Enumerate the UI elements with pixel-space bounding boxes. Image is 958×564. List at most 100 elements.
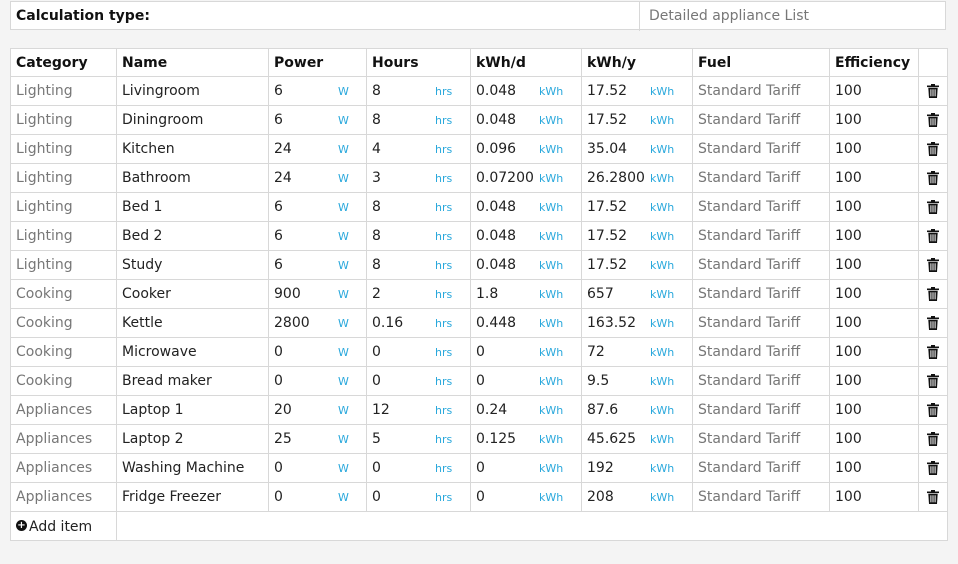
hours-value[interactable]: 8 xyxy=(372,199,381,215)
kwh-day-cell[interactable]: 0.048 kWh xyxy=(470,105,582,135)
category-cell[interactable]: Appliances xyxy=(10,482,117,512)
hours-value[interactable]: 0 xyxy=(372,489,381,505)
kwh-day-cell[interactable]: 0 kWh xyxy=(470,366,582,396)
power-cell[interactable]: 900 W xyxy=(268,279,367,309)
power-value[interactable]: 2800 xyxy=(274,315,310,331)
fuel-cell[interactable]: Standard Tariff xyxy=(692,482,830,512)
fuel-cell[interactable]: Standard Tariff xyxy=(692,366,830,396)
hours-value[interactable]: 0 xyxy=(372,373,381,389)
kwh-year-cell[interactable]: 26.28000 kWh xyxy=(581,163,693,193)
kwh-year-cell[interactable]: 17.52 kWh xyxy=(581,105,693,135)
hours-value[interactable]: 12 xyxy=(372,402,390,418)
power-value[interactable]: 6 xyxy=(274,83,283,99)
efficiency-cell[interactable]: 100 xyxy=(829,453,919,483)
power-value[interactable]: 6 xyxy=(274,257,283,273)
category-cell[interactable]: Cooking xyxy=(10,366,117,396)
hours-cell[interactable]: 0 hrs xyxy=(366,482,471,512)
power-value[interactable]: 0 xyxy=(274,373,283,389)
name-cell[interactable]: Fridge Freezer xyxy=(116,482,269,512)
hours-value[interactable]: 0 xyxy=(372,344,381,360)
kwh-day-value[interactable]: 1.8 xyxy=(476,286,499,302)
kwh-year-value[interactable]: 17.52 xyxy=(587,199,628,215)
fuel-cell[interactable]: Standard Tariff xyxy=(692,76,830,106)
kwh-day-cell[interactable]: 0.048 kWh xyxy=(470,76,582,106)
kwh-year-cell[interactable]: 87.6 kWh xyxy=(581,395,693,425)
kwh-year-value[interactable]: 163.52 xyxy=(587,315,636,331)
name-cell[interactable]: Bed 2 xyxy=(116,221,269,251)
kwh-year-cell[interactable]: 17.52 kWh xyxy=(581,192,693,222)
kwh-day-value[interactable]: 0.125 xyxy=(476,431,517,447)
kwh-year-value[interactable]: 17.52 xyxy=(587,228,628,244)
kwh-day-cell[interactable]: 0.072000 kWh xyxy=(470,163,582,193)
trash-icon[interactable] xyxy=(927,258,939,272)
category-cell[interactable]: Lighting xyxy=(10,250,117,280)
category-cell[interactable]: Appliances xyxy=(10,424,117,454)
efficiency-cell[interactable]: 100 xyxy=(829,424,919,454)
kwh-day-cell[interactable]: 0.24 kWh xyxy=(470,395,582,425)
kwh-day-value[interactable]: 0 xyxy=(476,373,485,389)
trash-icon[interactable] xyxy=(927,490,939,504)
fuel-cell[interactable]: Standard Tariff xyxy=(692,221,830,251)
kwh-day-cell[interactable]: 0.048 kWh xyxy=(470,250,582,280)
fuel-cell[interactable]: Standard Tariff xyxy=(692,337,830,367)
power-value[interactable]: 24 xyxy=(274,141,292,157)
kwh-year-value[interactable]: 208 xyxy=(587,489,614,505)
category-cell[interactable]: Lighting xyxy=(10,163,117,193)
power-cell[interactable]: 2800 W xyxy=(268,308,367,338)
name-cell[interactable]: Bathroom xyxy=(116,163,269,193)
fuel-cell[interactable]: Standard Tariff xyxy=(692,192,830,222)
hours-value[interactable]: 0.16 xyxy=(372,315,404,331)
power-value[interactable]: 0 xyxy=(274,489,283,505)
name-cell[interactable]: Kitchen xyxy=(116,134,269,164)
kwh-day-cell[interactable]: 0.048 kWh xyxy=(470,221,582,251)
kwh-day-cell[interactable]: 0.448 kWh xyxy=(470,308,582,338)
efficiency-cell[interactable]: 100 xyxy=(829,221,919,251)
name-cell[interactable]: Microwave xyxy=(116,337,269,367)
efficiency-cell[interactable]: 100 xyxy=(829,250,919,280)
trash-icon[interactable] xyxy=(927,461,939,475)
hours-cell[interactable]: 5 hrs xyxy=(366,424,471,454)
category-cell[interactable]: Cooking xyxy=(10,337,117,367)
hours-cell[interactable]: 2 hrs xyxy=(366,279,471,309)
hours-value[interactable]: 3 xyxy=(372,170,381,186)
fuel-cell[interactable]: Standard Tariff xyxy=(692,308,830,338)
kwh-day-value[interactable]: 0.048 xyxy=(476,257,517,273)
kwh-day-cell[interactable]: 0.125 kWh xyxy=(470,424,582,454)
efficiency-cell[interactable]: 100 xyxy=(829,395,919,425)
kwh-year-cell[interactable]: 9.5 kWh xyxy=(581,366,693,396)
hours-cell[interactable]: 8 hrs xyxy=(366,250,471,280)
hours-cell[interactable]: 3 hrs xyxy=(366,163,471,193)
efficiency-cell[interactable]: 100 xyxy=(829,105,919,135)
kwh-day-value[interactable]: 0 xyxy=(476,344,485,360)
trash-icon[interactable] xyxy=(927,229,939,243)
hours-cell[interactable]: 0 hrs xyxy=(366,337,471,367)
hours-cell[interactable]: 0 hrs xyxy=(366,366,471,396)
name-cell[interactable]: Bed 1 xyxy=(116,192,269,222)
kwh-year-cell[interactable]: 35.04 kWh xyxy=(581,134,693,164)
kwh-year-cell[interactable]: 17.52 kWh xyxy=(581,250,693,280)
power-value[interactable]: 6 xyxy=(274,199,283,215)
kwh-day-value[interactable]: 0 xyxy=(476,460,485,476)
kwh-year-value[interactable]: 72 xyxy=(587,344,605,360)
hours-cell[interactable]: 8 hrs xyxy=(366,192,471,222)
fuel-cell[interactable]: Standard Tariff xyxy=(692,279,830,309)
kwh-year-value[interactable]: 45.625 xyxy=(587,431,636,447)
power-value[interactable]: 900 xyxy=(274,286,301,302)
hours-value[interactable]: 8 xyxy=(372,228,381,244)
trash-icon[interactable] xyxy=(927,84,939,98)
kwh-year-cell[interactable]: 72 kWh xyxy=(581,337,693,367)
kwh-year-cell[interactable]: 192 kWh xyxy=(581,453,693,483)
kwh-year-value[interactable]: 192 xyxy=(587,460,614,476)
efficiency-cell[interactable]: 100 xyxy=(829,163,919,193)
trash-icon[interactable] xyxy=(927,403,939,417)
efficiency-cell[interactable]: 100 xyxy=(829,366,919,396)
kwh-day-value[interactable]: 0.448 xyxy=(476,315,517,331)
power-cell[interactable]: 20 W xyxy=(268,395,367,425)
category-cell[interactable]: Lighting xyxy=(10,76,117,106)
kwh-year-value[interactable]: 9.5 xyxy=(587,373,610,389)
kwh-day-value[interactable]: 0.048 xyxy=(476,199,517,215)
